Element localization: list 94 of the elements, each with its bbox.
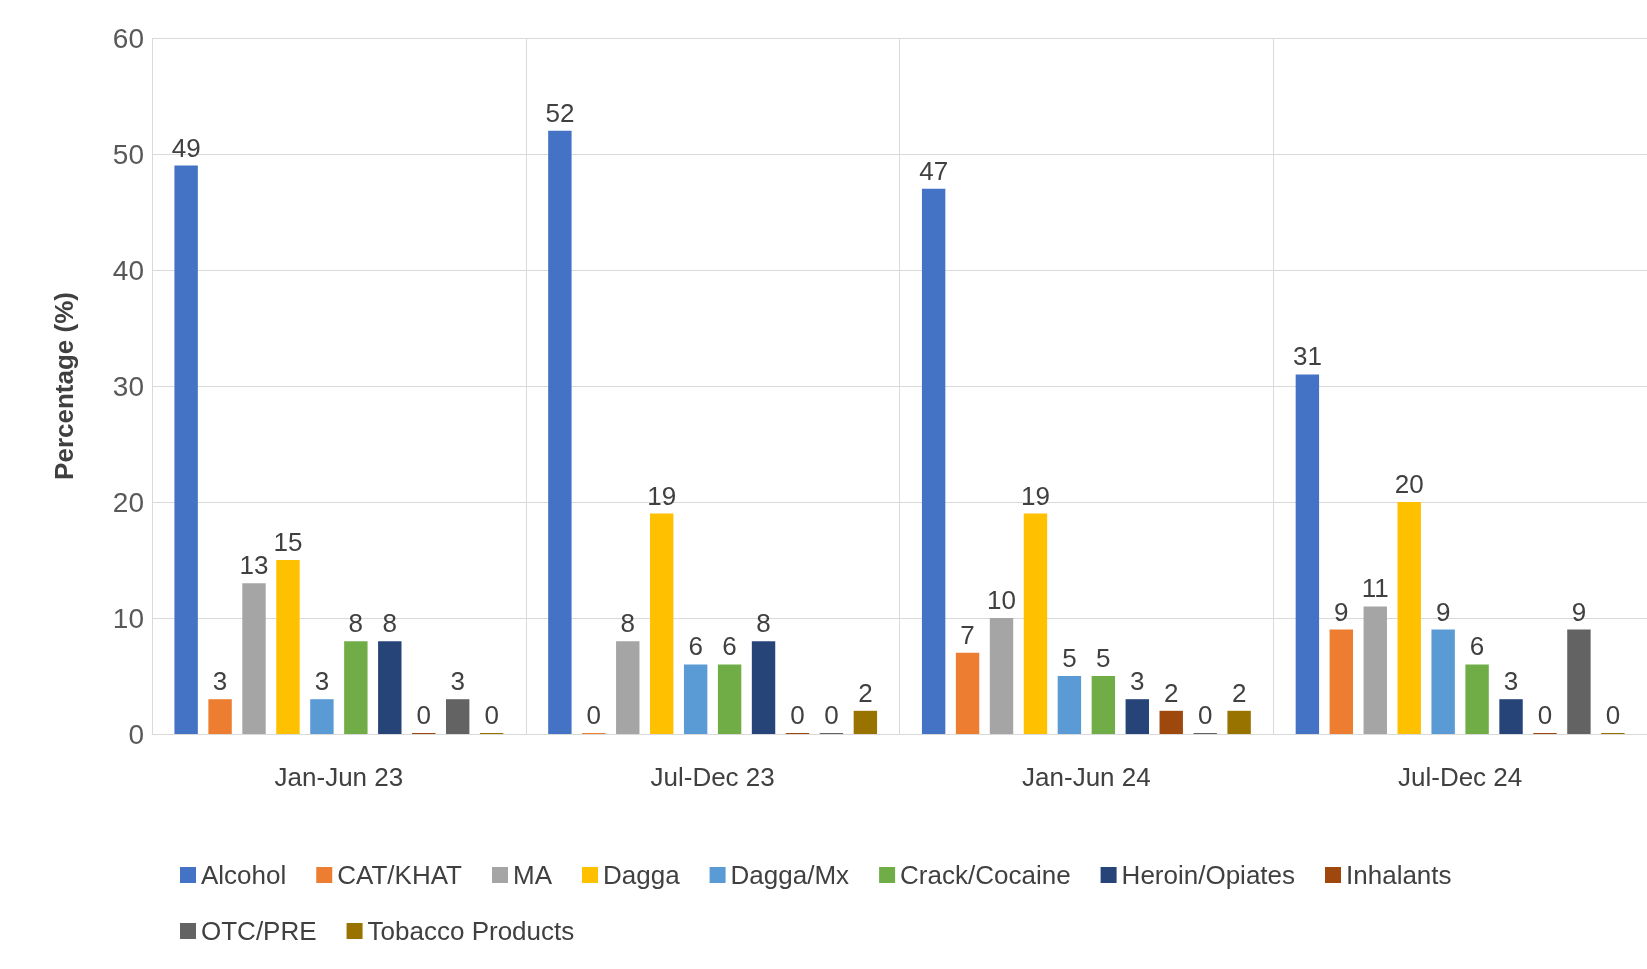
- bar: [445, 699, 470, 734]
- x-tick-label: Jul-Dec 24: [1397, 762, 1523, 792]
- data-label: 0: [1605, 700, 1621, 730]
- legend-label: Alcohol: [201, 860, 287, 890]
- legend-label: MA: [512, 860, 553, 890]
- bar: [717, 664, 742, 734]
- x-tick-label: Jul-Dec 23: [650, 762, 775, 792]
- data-label: 3: [1503, 666, 1519, 697]
- bar: [1125, 699, 1149, 734]
- legend-label: Dagga: [602, 860, 681, 890]
- data-label: 6: [688, 631, 703, 662]
- bar: [650, 513, 674, 734]
- bar: [378, 641, 402, 734]
- y-tick-label: 40: [112, 254, 144, 286]
- data-label: 15: [273, 527, 303, 557]
- y-tick-label: 20: [112, 486, 144, 518]
- bar: [1023, 513, 1048, 734]
- bar: [616, 641, 640, 734]
- data-label: 8: [756, 608, 771, 639]
- data-label: 19: [647, 480, 677, 511]
- data-label: 0: [790, 700, 805, 730]
- data-label: 3: [450, 666, 465, 697]
- bar: [276, 560, 300, 734]
- bar: [1057, 676, 1082, 734]
- bar: [989, 618, 1014, 734]
- data-label: 13: [239, 550, 269, 581]
- data-label: 52: [545, 97, 575, 128]
- bar: [242, 583, 266, 734]
- bar: [1091, 676, 1116, 734]
- data-label: 0: [484, 700, 499, 730]
- bar: [208, 699, 232, 734]
- data-label: 11: [1361, 573, 1389, 604]
- data-label: 47: [919, 155, 949, 186]
- legend-label: OTC/PRE: [201, 916, 317, 946]
- bar: [955, 652, 980, 734]
- data-label: 3: [212, 666, 228, 697]
- bar: [310, 699, 334, 734]
- legend-label: Crack/Cocaine: [900, 860, 1071, 890]
- x-tick-label: Jan-Jun 23: [274, 762, 404, 792]
- data-label: 8: [620, 608, 635, 639]
- data-label: 8: [348, 608, 364, 639]
- data-label: 19: [1021, 480, 1050, 511]
- data-label: 0: [1537, 700, 1553, 730]
- bar: [1363, 606, 1387, 734]
- data-label: 10: [987, 585, 1016, 615]
- bar: [548, 130, 572, 734]
- legend-label: Inhalants: [1346, 860, 1452, 890]
- legend-label: Heroin/Opiates: [1121, 860, 1296, 890]
- data-label: 0: [586, 700, 602, 730]
- bar: [1397, 502, 1421, 734]
- data-label: 49: [171, 132, 201, 163]
- legend-label: Dagga/Mx: [730, 860, 850, 890]
- data-label: 3: [314, 666, 330, 697]
- data-label: 9: [1435, 596, 1451, 627]
- bar: [344, 641, 368, 734]
- data-label: 9: [1334, 596, 1349, 627]
- legend-label: Tobacco Products: [367, 916, 575, 946]
- data-label: 3: [1130, 666, 1145, 697]
- bar: [1431, 629, 1455, 734]
- y-tick-label: 30: [112, 370, 144, 402]
- y-tick-label: 50: [112, 138, 144, 170]
- bar: [1499, 699, 1523, 734]
- data-label: 0: [824, 700, 839, 730]
- bar: [751, 641, 776, 734]
- bar: [174, 165, 198, 734]
- data-label: 6: [1469, 631, 1485, 662]
- bar: [853, 710, 878, 734]
- data-label: 2: [1231, 677, 1247, 708]
- bar: [1295, 374, 1320, 734]
- y-tick-label: 0: [128, 718, 144, 750]
- data-label: 6: [722, 631, 737, 662]
- bar: [1329, 629, 1354, 734]
- bar: [1567, 629, 1591, 734]
- data-label: 0: [1197, 700, 1213, 730]
- bar: [1465, 664, 1489, 734]
- data-label: 0: [416, 700, 431, 730]
- bar: [683, 664, 708, 734]
- data-label: 5: [1062, 643, 1077, 673]
- y-tick-label: 10: [112, 602, 144, 634]
- data-label: 8: [382, 608, 398, 639]
- legend-label: CAT/KHAT: [337, 860, 463, 890]
- data-label: 2: [1164, 677, 1179, 708]
- bar: [921, 188, 946, 734]
- data-label: 2: [858, 677, 873, 708]
- y-axis-title: Percentage (%): [49, 292, 79, 480]
- data-label: 9: [1571, 596, 1587, 627]
- data-label: 7: [960, 619, 975, 650]
- bar: [1227, 710, 1251, 734]
- y-tick-label: 60: [112, 22, 144, 54]
- x-tick-label: Jan-Jun 24: [1022, 762, 1151, 792]
- data-label: 5: [1096, 643, 1111, 673]
- data-label: 20: [1394, 469, 1424, 499]
- data-label: 31: [1292, 341, 1322, 372]
- bar: [1159, 710, 1183, 734]
